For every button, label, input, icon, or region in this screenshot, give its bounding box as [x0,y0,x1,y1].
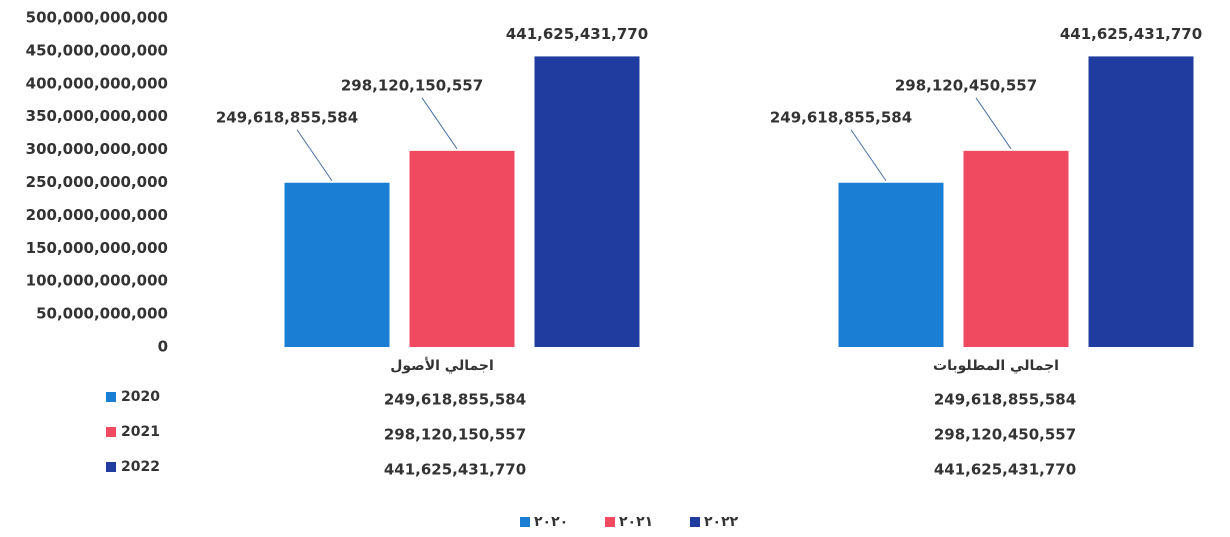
data-label: 441,625,431,770 [506,25,648,43]
legend-label: ٢٠٢١ [619,514,653,530]
bar [838,182,944,347]
legend-label: ٢٠٢٠ [534,514,568,530]
leader-line [975,97,1012,150]
data-label: 249,618,855,584 [770,108,912,126]
y-tick-label: 350,000,000,000 [26,107,168,125]
legend-label: 2021 [121,424,160,440]
category-label: اجمالي المطلوبات [933,358,1059,374]
legend-swatch [520,517,530,527]
category-label: اجمالي الأصول [390,357,494,374]
y-tick-label: 50,000,000,000 [36,305,168,323]
legend-swatch [690,517,700,527]
legend-label: 2020 [121,389,160,405]
data-label: 249,618,855,584 [216,108,358,126]
legend-swatch [605,517,615,527]
y-tick-label: 500,000,000,000 [26,9,168,27]
data-label: 298,120,150,557 [341,76,483,94]
legend-swatch [106,392,116,402]
legend-swatch [106,462,116,472]
bar [409,150,515,347]
table-value: 298,120,450,557 [934,426,1076,444]
leader-line [421,97,458,150]
bar [1088,56,1194,348]
leader-line [296,129,333,182]
table-value: 441,625,431,770 [934,461,1076,479]
table-value: 441,625,431,770 [384,461,526,479]
bar [534,56,640,348]
y-tick-label: 0 [158,338,168,356]
legend-label: 2022 [121,459,160,475]
y-tick-label: 250,000,000,000 [26,173,168,191]
leader-line [850,129,887,182]
table-value: 298,120,150,557 [384,426,526,444]
y-tick-label: 400,000,000,000 [26,74,168,92]
y-tick-label: 150,000,000,000 [26,239,168,257]
y-tick-label: 100,000,000,000 [26,272,168,290]
data-label: 441,625,431,770 [1060,25,1202,43]
y-tick-label: 200,000,000,000 [26,206,168,224]
legend-swatch [106,427,116,437]
y-tick-label: 450,000,000,000 [26,41,168,59]
data-label: 298,120,450,557 [895,76,1037,94]
table-value: 249,618,855,584 [934,391,1076,409]
table-value: 249,618,855,584 [384,391,526,409]
bar [284,182,390,347]
bar [963,150,1069,347]
y-tick-label: 300,000,000,000 [26,140,168,158]
legend-label: ٢٠٢٢ [704,514,739,530]
